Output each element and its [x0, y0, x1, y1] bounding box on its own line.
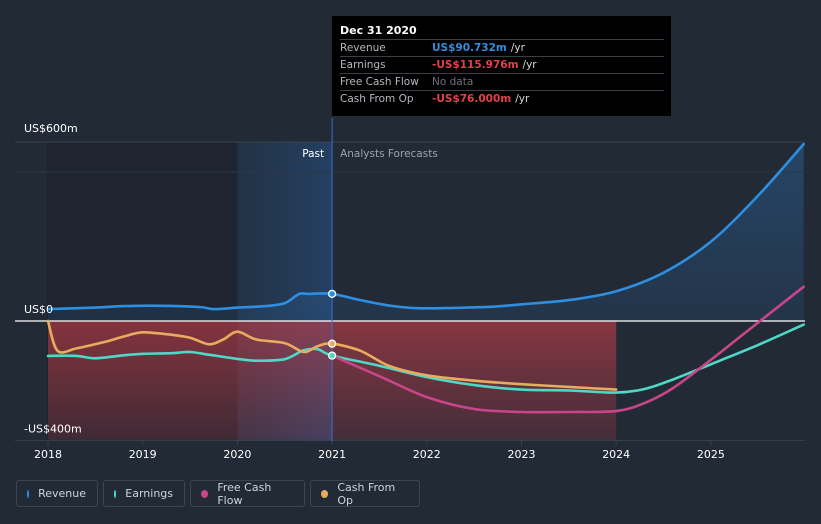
legend-label: Earnings — [125, 487, 173, 500]
legend-label: Revenue — [38, 487, 86, 500]
forecast-label: Analysts Forecasts — [340, 148, 438, 160]
series-line-cash-from-op — [46, 319, 618, 391]
tooltip-row-earnings: Earnings -US$115.976m /yr — [340, 56, 664, 73]
tooltip-date: Dec 31 2020 — [340, 24, 417, 37]
x-tick-label: 2021 — [318, 448, 346, 461]
x-tick-label: 2022 — [413, 448, 441, 461]
tooltip-label: Earnings — [340, 59, 386, 71]
tooltip-label: Free Cash Flow — [340, 76, 419, 88]
cash-from-op-dot-icon — [321, 489, 329, 498]
tooltip-label: Cash From Op — [340, 93, 414, 105]
revenue-dot-icon — [27, 489, 30, 498]
earnings-dot-icon — [114, 489, 117, 498]
legend-item-revenue[interactable]: Revenue — [16, 480, 98, 507]
tooltip-value: US$90.732m — [432, 42, 507, 54]
tooltip-value: -US$76.000m — [432, 93, 512, 105]
legend-label: Free Cash Flow — [217, 480, 272, 507]
tooltip-unit: /yr — [522, 59, 537, 71]
legend-item-earnings[interactable]: Earnings — [103, 480, 185, 507]
tooltip-unit: /yr — [510, 42, 525, 54]
legend-item-cash-from-op[interactable]: Cash From Op — [310, 480, 420, 507]
tooltip-row-revenue: Revenue US$90.732m /yr — [340, 39, 664, 56]
past-label: Past — [302, 148, 324, 160]
y-tick-label: -US$400m — [24, 422, 82, 435]
y-tick-label: US$0 — [24, 303, 53, 316]
tooltip-label: Revenue — [340, 42, 386, 54]
data-tooltip: Dec 31 2020 Revenue US$90.732m /yr Earni… — [332, 16, 671, 116]
tooltip-value: No data — [432, 76, 474, 88]
revenue-area-fill — [48, 144, 804, 321]
x-tick-label: 2018 — [34, 448, 62, 461]
legend-item-free-cash-flow[interactable]: Free Cash Flow — [190, 480, 305, 507]
tooltip-row-free-cash-flow: Free Cash Flow No data — [340, 73, 664, 90]
marker-earnings — [327, 351, 337, 360]
tooltip-row-cash-from-op: Cash From Op -US$76.000m /yr — [340, 90, 664, 107]
x-tick-label: 2020 — [223, 448, 251, 461]
y-tick-label: US$600m — [24, 122, 78, 135]
legend-label: Cash From Op — [337, 480, 396, 507]
x-tick-label: 2025 — [697, 448, 725, 461]
legend: Revenue Earnings Free Cash Flow Cash Fro… — [16, 480, 425, 507]
x-tick-label: 2024 — [602, 448, 630, 461]
free-cash-flow-dot-icon — [201, 489, 209, 498]
series-line-earnings — [46, 323, 805, 394]
x-tick-label: 2023 — [508, 448, 536, 461]
x-tick-label: 2019 — [129, 448, 157, 461]
marker-revenue — [327, 289, 337, 299]
series-line-revenue — [46, 142, 805, 311]
tooltip-value: -US$115.976m — [432, 59, 519, 71]
series-line-free-cash-flow — [330, 285, 805, 414]
tooltip-unit: /yr — [515, 93, 530, 105]
marker-cash-from-op — [327, 339, 337, 348]
